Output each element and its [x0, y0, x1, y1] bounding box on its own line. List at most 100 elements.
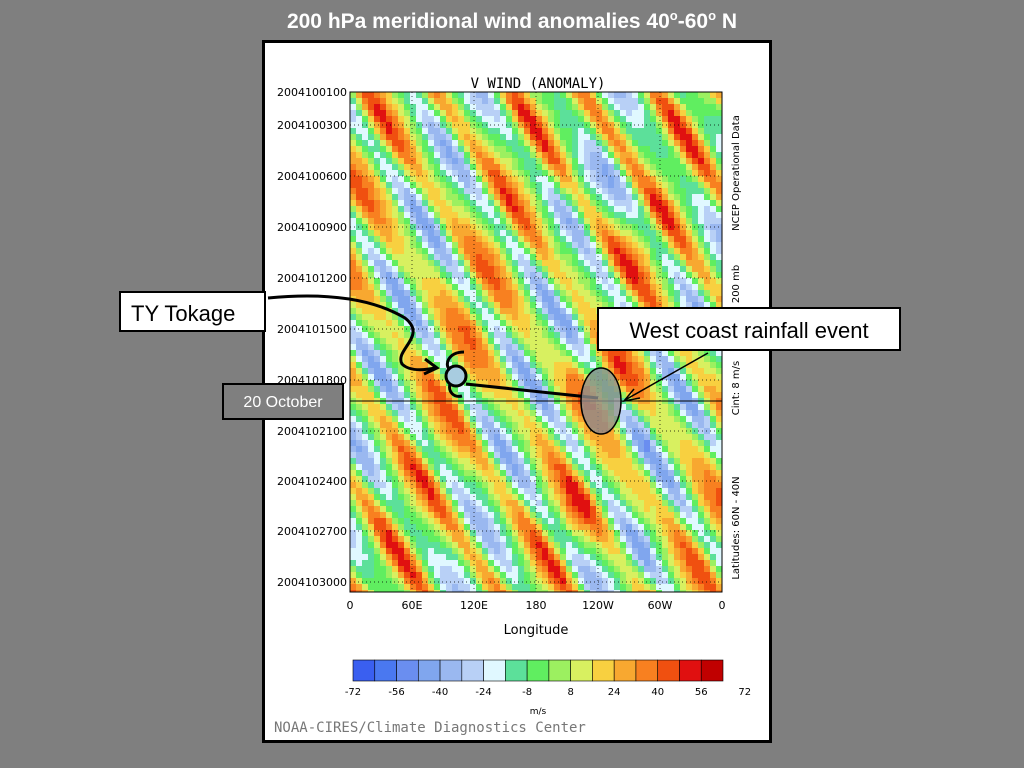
- heatmap-cell: [512, 308, 518, 314]
- heatmap-cell: [644, 230, 650, 236]
- heatmap-cell: [416, 572, 422, 578]
- heatmap-cell: [506, 134, 512, 140]
- heatmap-cell: [530, 404, 536, 410]
- heatmap-cell: [446, 230, 452, 236]
- heatmap-cell: [416, 536, 422, 542]
- heatmap-cell: [566, 428, 572, 434]
- heatmap-cell: [584, 188, 590, 194]
- heatmap-cell: [584, 320, 590, 326]
- heatmap-cell: [554, 554, 560, 560]
- heatmap-cell: [554, 470, 560, 476]
- heatmap-cell: [590, 350, 596, 356]
- heatmap-cell: [704, 290, 710, 296]
- heatmap-cell: [356, 386, 362, 392]
- heatmap-cell: [398, 506, 404, 512]
- heatmap-cell: [530, 452, 536, 458]
- heatmap-cell: [554, 230, 560, 236]
- heatmap-cell: [650, 482, 656, 488]
- heatmap-cell: [440, 248, 446, 254]
- heatmap-cell: [578, 494, 584, 500]
- heatmap-cell: [530, 206, 536, 212]
- heatmap-cell: [494, 410, 500, 416]
- heatmap-cell: [650, 134, 656, 140]
- heatmap-cell: [368, 188, 374, 194]
- heatmap-cell: [404, 458, 410, 464]
- heatmap-cell: [542, 476, 548, 482]
- heatmap-cell: [470, 356, 476, 362]
- heatmap-cell: [536, 266, 542, 272]
- heatmap-cell: [458, 290, 464, 296]
- heatmap-cell: [440, 362, 446, 368]
- heatmap-cell: [542, 488, 548, 494]
- heatmap-cell: [374, 554, 380, 560]
- heatmap-cell: [710, 554, 716, 560]
- heatmap-cell: [386, 164, 392, 170]
- heatmap-cell: [458, 332, 464, 338]
- heatmap-cell: [668, 116, 674, 122]
- heatmap-cell: [554, 302, 560, 308]
- heatmap-cell: [614, 224, 620, 230]
- heatmap-cell: [596, 290, 602, 296]
- heatmap-cell: [374, 98, 380, 104]
- heatmap-cell: [380, 314, 386, 320]
- heatmap-cell: [470, 284, 476, 290]
- heatmap-cell: [578, 452, 584, 458]
- heatmap-cell: [638, 422, 644, 428]
- heatmap-cell: [596, 158, 602, 164]
- heatmap-cell: [500, 182, 506, 188]
- heatmap-cell: [560, 212, 566, 218]
- heatmap-cell: [710, 458, 716, 464]
- heatmap-cell: [614, 266, 620, 272]
- heatmap-cell: [356, 410, 362, 416]
- heatmap-cell: [470, 374, 476, 380]
- heatmap-cell: [536, 464, 542, 470]
- heatmap-cell: [548, 500, 554, 506]
- heatmap-cell: [494, 560, 500, 566]
- heatmap-cell: [536, 566, 542, 572]
- heatmap-cell: [656, 152, 662, 158]
- heatmap-cell: [368, 422, 374, 428]
- heatmap-cell: [716, 416, 722, 422]
- heatmap-cell: [350, 380, 356, 386]
- heatmap-cell: [638, 134, 644, 140]
- heatmap-cell: [536, 176, 542, 182]
- heatmap-cell: [560, 548, 566, 554]
- heatmap-cell: [536, 446, 542, 452]
- heatmap-cell: [536, 146, 542, 152]
- heatmap-cell: [374, 158, 380, 164]
- heatmap-cell: [590, 422, 596, 428]
- heatmap-cell: [608, 488, 614, 494]
- heatmap-cell: [458, 224, 464, 230]
- heatmap-cell: [482, 374, 488, 380]
- heatmap-cell: [422, 488, 428, 494]
- heatmap-cell: [518, 266, 524, 272]
- heatmap-cell: [626, 146, 632, 152]
- heatmap-cell: [374, 446, 380, 452]
- heatmap-cell: [674, 218, 680, 224]
- heatmap-cell: [458, 410, 464, 416]
- heatmap-cell: [512, 272, 518, 278]
- heatmap-cell: [686, 458, 692, 464]
- heatmap-cell: [524, 242, 530, 248]
- heatmap-cell: [608, 476, 614, 482]
- heatmap-cell: [638, 404, 644, 410]
- heatmap-cell: [530, 254, 536, 260]
- heatmap-cell: [572, 422, 578, 428]
- heatmap-cell: [446, 548, 452, 554]
- heatmap-cell: [608, 278, 614, 284]
- heatmap-cell: [578, 278, 584, 284]
- heatmap-cell: [482, 434, 488, 440]
- heatmap-cell: [470, 272, 476, 278]
- heatmap-cell: [602, 242, 608, 248]
- heatmap-cell: [416, 212, 422, 218]
- heatmap-cell: [518, 302, 524, 308]
- heatmap-cell: [668, 176, 674, 182]
- heatmap-cell: [716, 170, 722, 176]
- heatmap-cell: [416, 182, 422, 188]
- heatmap-cell: [416, 530, 422, 536]
- heatmap-cell: [440, 242, 446, 248]
- heatmap-cell: [656, 422, 662, 428]
- heatmap-cell: [398, 236, 404, 242]
- heatmap-cell: [680, 464, 686, 470]
- heatmap-cell: [398, 518, 404, 524]
